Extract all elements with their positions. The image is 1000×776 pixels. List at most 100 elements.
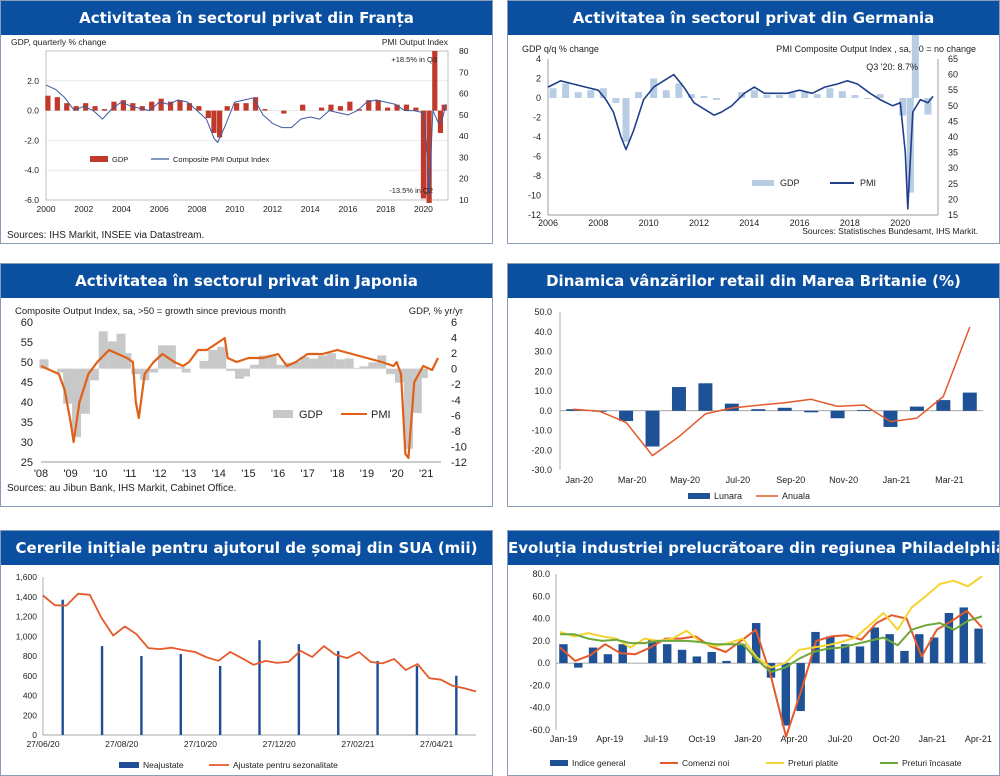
indice-general-bar <box>974 628 983 664</box>
gdp-bar <box>750 90 758 98</box>
neajustate-bar <box>455 675 458 735</box>
source-note: Sources: Statistisches Bundesamt, IHS Ma… <box>802 226 978 236</box>
gdp-bar <box>226 368 236 371</box>
lunara-bar <box>645 410 660 447</box>
x-tick-label: 2014 <box>739 218 759 228</box>
gdp-bar <box>294 361 304 369</box>
gdp-bar <box>116 333 126 369</box>
y-tick-label: -30.0 <box>531 465 552 475</box>
x-tick-label: Jul-20 <box>726 475 751 485</box>
gdp-bar <box>395 368 405 383</box>
gdp-bar <box>924 98 932 115</box>
indice-general-bar <box>840 644 850 664</box>
gdp-bar <box>64 103 70 111</box>
right-tick-label: 30 <box>459 152 469 162</box>
source-note: Sources: IHS Markit, INSEE via Datastrea… <box>7 230 204 241</box>
legend-lunara-label: Lunara <box>714 491 742 501</box>
gdp-bar <box>39 359 49 369</box>
legend-label: Preturi platite <box>788 758 838 768</box>
gdp-bar <box>131 368 141 375</box>
legend-gdp-label: GDP <box>112 155 128 164</box>
x-tick-label: '10 <box>93 468 107 480</box>
lunara-bar <box>909 406 924 411</box>
gdp-bar <box>368 362 378 369</box>
gdp-bar <box>344 358 354 369</box>
gdp-bar <box>326 353 336 369</box>
gdp-bar <box>700 96 708 98</box>
anuala-line <box>573 326 971 457</box>
right-tick-label: 30 <box>948 163 958 173</box>
neajustate-bar <box>415 665 419 735</box>
annotation-q3: Q3 '20: 8.7% <box>866 62 918 72</box>
x-tick-label: 27/04/21 <box>420 739 453 749</box>
panel-philadelphia-chart: Evoluția industriei prelucrătoare din re… <box>507 530 1000 776</box>
indice-general-bar <box>603 654 613 664</box>
left-tick-label: 2.0 <box>27 76 39 86</box>
y-tick-label: 80.0 <box>532 569 550 579</box>
gdp-bar <box>252 97 259 111</box>
right-tick-label: -6 <box>451 410 461 422</box>
right-tick-label: -12 <box>451 457 467 469</box>
lunara-bar <box>751 409 766 411</box>
left-axis-label: GDP q/q % change <box>522 44 599 54</box>
gdp-bar <box>775 95 783 98</box>
x-tick-label: Apr-21 <box>965 734 992 744</box>
x-tick-label: 2016 <box>790 218 810 228</box>
gdp-bar <box>328 104 334 111</box>
legend-label: Preturi încasate <box>902 758 962 768</box>
x-tick-label: '09 <box>63 468 77 480</box>
y-tick-label: -60.0 <box>529 725 550 735</box>
right-tick-label: 50 <box>948 101 958 111</box>
x-tick-label: 2006 <box>538 218 558 228</box>
x-tick-label: '14 <box>212 468 226 480</box>
x-tick-label: Mar-21 <box>935 475 964 485</box>
gdp-bar <box>205 110 211 119</box>
neajustate-bar <box>100 646 104 735</box>
lunara-bar <box>724 403 739 411</box>
germany-chart: GDP q/q % change PMI Composite Output Ind… <box>522 35 978 236</box>
right-tick-label: 55 <box>948 85 958 95</box>
x-tick-label: '15 <box>241 468 255 480</box>
indice-general-bar <box>692 656 702 664</box>
gdp-bar <box>826 88 834 98</box>
gdp-bar <box>166 345 176 369</box>
x-tick-label: Apr-19 <box>596 734 623 744</box>
gdp-bar <box>175 367 185 369</box>
x-tick-label: 27/08/20 <box>105 739 138 749</box>
x-tick-label: 27/12/20 <box>263 739 296 749</box>
gdp-bar <box>599 88 607 98</box>
x-tick-label: 2018 <box>376 204 395 214</box>
gdp-bar <box>309 358 319 369</box>
gdp-bar <box>359 366 369 369</box>
right-tick-label: 40 <box>948 132 958 142</box>
right-tick-label: 4 <box>451 333 457 345</box>
panel-title: Activitatea în sectorul privat din Franț… <box>1 1 492 35</box>
gdp-bar <box>45 95 51 111</box>
x-tick-label: Apr-20 <box>781 734 808 744</box>
x-tick-label: '08 <box>34 468 48 480</box>
x-tick-label: Jul-20 <box>828 734 853 744</box>
left-tick-label: 40 <box>21 397 33 409</box>
right-tick-label: -8 <box>451 426 461 438</box>
right-tick-label: 80 <box>459 46 469 56</box>
x-tick-label: 2010 <box>225 204 244 214</box>
gdp-bar <box>713 98 721 100</box>
y-tick-label: 1,600 <box>16 572 38 582</box>
panel-germany-chart: Activitatea în sectorul privat din Germa… <box>507 0 1000 244</box>
gdp-bar <box>258 355 268 369</box>
lunara-bar <box>830 410 845 419</box>
us-claims-chart: 1,600 1,400 1,200 1,000 800 600 400 200 027/06/2… <box>16 572 477 770</box>
right-tick-label: 60 <box>948 70 958 80</box>
lunara-bar <box>619 410 634 422</box>
lunara-bar <box>698 383 713 411</box>
gdp-bar <box>356 109 362 111</box>
gdp-bar <box>813 94 821 98</box>
neajustate-bar <box>376 660 379 735</box>
series-line-1 <box>559 609 983 738</box>
left-tick-label: 55 <box>21 337 33 349</box>
y-tick-label: 10.0 <box>534 386 552 396</box>
gdp-bar <box>432 51 438 111</box>
right-tick-label: -2 <box>451 379 461 391</box>
panel-title: Activitatea în sectorul privat din Germa… <box>508 1 999 35</box>
left-tick-label: 4 <box>536 54 541 64</box>
